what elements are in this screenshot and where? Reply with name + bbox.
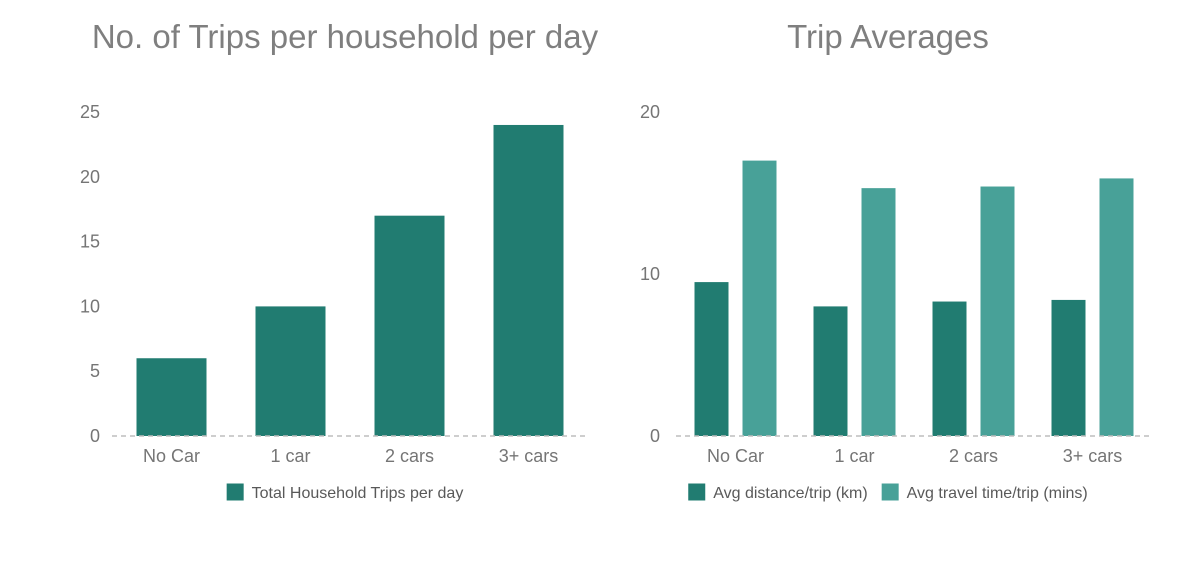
x-tick-label: 3+ cars <box>499 446 559 466</box>
bar-3-cars-s0 <box>493 124 564 437</box>
chart-trips-svg: No. of Trips per household per day 0 5 10 1… <box>80 18 599 502</box>
y-tick-label: 5 <box>90 361 100 381</box>
legend-swatch <box>226 483 244 501</box>
bar-2-cars-s0 <box>932 301 967 436</box>
y-axis-ticks: 0 10 20 <box>640 102 660 446</box>
y-tick-label: 0 <box>650 426 660 446</box>
legend-swatch <box>881 483 899 501</box>
legend-label: Avg travel time/trip (mins) <box>907 485 1088 502</box>
x-axis-labels: No Car 1 car 2 cars 3+ cars <box>707 446 1122 466</box>
x-tick-label: No Car <box>707 446 764 466</box>
x-axis-labels: No Car 1 car 2 cars 3+ cars <box>143 446 558 466</box>
legend: Avg distance/trip (km) Avg travel time/tr… <box>688 483 1088 502</box>
x-tick-label: 1 car <box>270 446 310 466</box>
x-tick-label: 1 car <box>834 446 874 466</box>
legend: Total Household Trips per day <box>226 483 464 502</box>
y-tick-label: 25 <box>80 102 100 122</box>
legend-label: Total Household Trips per day <box>252 485 464 502</box>
bar-1-car-s1 <box>861 188 896 436</box>
chart-title: Trip Averages <box>787 18 989 55</box>
bar-3-cars-s0 <box>1051 299 1086 436</box>
bar-no-car-s0 <box>136 358 207 436</box>
y-tick-label: 10 <box>80 296 100 316</box>
bars <box>694 160 1134 437</box>
bar-1-car-s0 <box>813 306 848 436</box>
legend-label: Avg distance/trip (km) <box>713 485 867 502</box>
bars <box>136 124 564 437</box>
x-tick-label: No Car <box>143 446 200 466</box>
chart-averages-svg: Trip Averages 0 10 20 No Car 1 car 2 cars 3+ … <box>640 18 1152 502</box>
x-tick-label: 3+ cars <box>1063 446 1123 466</box>
y-tick-label: 20 <box>80 167 100 187</box>
chart-trip-averages: Trip Averages 0 10 20 No Car 1 car 2 cars 3+ … <box>600 0 1200 563</box>
chart-title: No. of Trips per household per day <box>92 18 599 55</box>
y-tick-label: 0 <box>90 426 100 446</box>
bar-2-cars-s0 <box>374 215 445 436</box>
y-tick-label: 10 <box>640 264 660 284</box>
x-tick-label: 2 cars <box>385 446 434 466</box>
chart-trips-per-household: No. of Trips per household per day 0 5 10 1… <box>80 18 599 502</box>
y-axis-ticks: 0 5 10 15 20 25 <box>80 102 100 446</box>
y-tick-label: 20 <box>640 102 660 122</box>
bar-3-cars-s1 <box>1099 178 1134 437</box>
x-tick-label: 2 cars <box>949 446 998 466</box>
legend-swatch <box>688 483 706 501</box>
bar-no-car-s0 <box>694 282 729 436</box>
bar-1-car-s0 <box>255 306 326 436</box>
y-tick-label: 15 <box>80 232 100 252</box>
bar-no-car-s1 <box>742 160 777 436</box>
bar-2-cars-s1 <box>980 186 1015 436</box>
